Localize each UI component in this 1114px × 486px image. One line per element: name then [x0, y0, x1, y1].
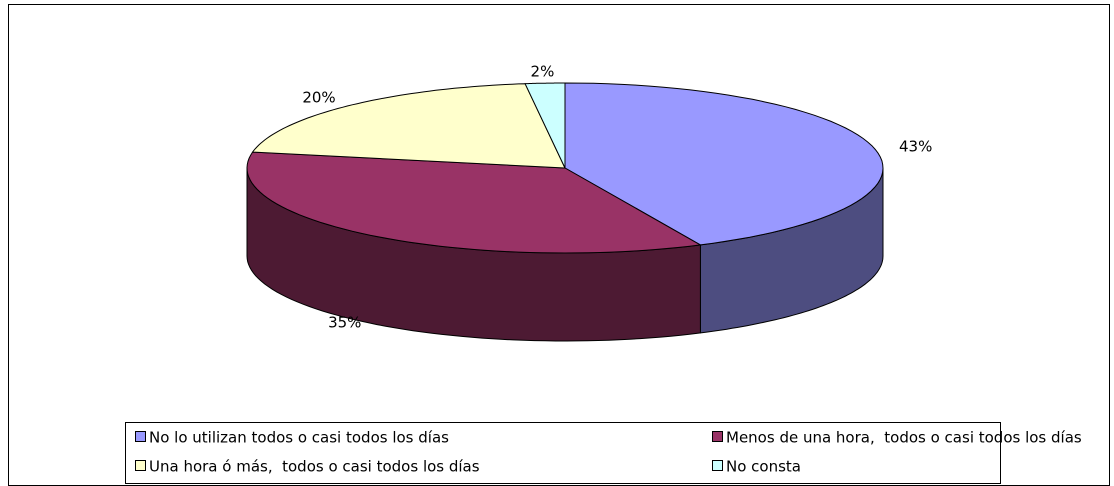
legend-swatch — [712, 460, 723, 471]
pie-slice — [564, 82, 884, 246]
data-label: 2% — [531, 63, 555, 81]
pie-slice — [246, 151, 702, 254]
pie-slice — [524, 82, 566, 169]
legend-label: Una hora ó más, todos o casi todos los d… — [149, 458, 480, 476]
legend-label: No consta — [726, 458, 801, 476]
data-label: 35% — [328, 314, 361, 332]
legend-label: No lo utilizan todos o casi todos los dí… — [149, 429, 449, 447]
legend-swatch — [135, 460, 146, 471]
legend-swatch — [712, 431, 723, 442]
pie-slice — [251, 83, 566, 169]
legend-label: Menos de una hora, todos o casi todos lo… — [726, 429, 1082, 447]
data-label: 43% — [899, 138, 932, 156]
legend-box — [125, 422, 1001, 484]
data-label: 20% — [302, 88, 335, 106]
legend-swatch — [135, 431, 146, 442]
